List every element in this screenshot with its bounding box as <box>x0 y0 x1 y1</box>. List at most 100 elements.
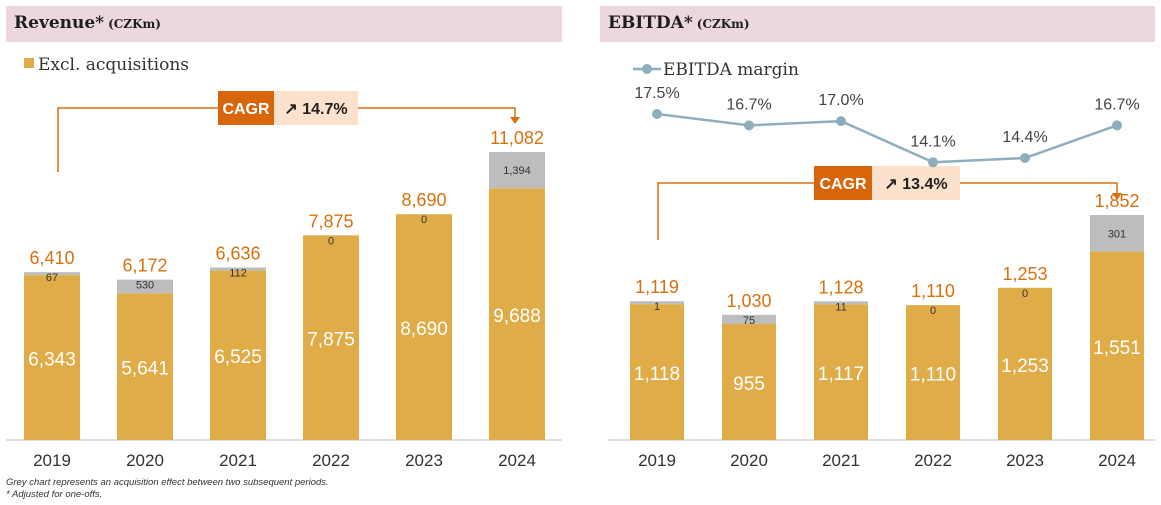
ebitda-acq-label-2019: 1 <box>654 301 660 313</box>
revenue-total-label-2023: 8,690 <box>401 190 446 210</box>
revenue-bar-acq-2021 <box>210 267 266 271</box>
ebitda-cagr-value: ↗ 13.4% <box>884 176 947 193</box>
ebitda-cagr-value-box <box>872 166 960 200</box>
revenue-acq-label-2020: 530 <box>136 280 154 292</box>
ebitda-unit: (CZKm) <box>696 17 750 31</box>
revenue-cagr-value-box <box>274 91 358 125</box>
revenue-acq-label-2023: 0 <box>421 214 427 226</box>
revenue-bar-acq-2020 <box>117 279 173 294</box>
ebitda-bar-base-2022 <box>906 305 960 440</box>
revenue-total-label-2021: 6,636 <box>215 243 260 263</box>
ebitda-bar-base-2021 <box>814 304 868 440</box>
revenue-total-label-2024: 11,082 <box>490 128 544 148</box>
ebitda-xtick-2019: 2019 <box>638 451 676 470</box>
revenue-acq-label-2019: 67 <box>46 272 58 284</box>
revenue-title: Revenue* (CZKm) <box>14 13 161 33</box>
revenue-base-label-2024: 9,688 <box>493 306 541 327</box>
revenue-xtick-2020: 2020 <box>126 451 164 470</box>
ebitda-legend-label: EBITDA margin <box>663 60 799 80</box>
ebitda-bar-acq-2019 <box>630 301 684 305</box>
ebitda-total-label-2024: 1,852 <box>1094 191 1139 211</box>
revenue-legend-swatch <box>24 58 34 68</box>
ebitda-margin-point-2021 <box>836 116 846 127</box>
ebitda-base-label-2021: 1,117 <box>818 364 864 385</box>
revenue-bar-base-2021 <box>210 270 266 440</box>
revenue-bar-base-2022 <box>303 235 359 440</box>
ebitda-title: EBITDA* (CZKm) <box>608 13 750 33</box>
ebitda-bar-base-2019 <box>630 304 684 440</box>
revenue-total-label-2019: 6,410 <box>29 248 74 268</box>
ebitda-xtick-2021: 2021 <box>822 451 860 470</box>
ebitda-margin-label-2022: 14.1% <box>910 133 955 150</box>
ebitda-margin-label-2021: 17.0% <box>818 92 863 109</box>
revenue-acq-label-2021: 112 <box>229 267 247 279</box>
revenue-header: Revenue* (CZKm) <box>6 6 562 42</box>
revenue-total-label-2020: 6,172 <box>122 256 167 276</box>
ebitda-total-label-2021: 1,128 <box>818 277 863 297</box>
ebitda-base-label-2023: 1,253 <box>1001 356 1049 377</box>
revenue-cagr-arrowhead <box>510 117 520 124</box>
revenue-base-label-2022: 7,875 <box>307 330 355 351</box>
ebitda-bar-acq-2020 <box>722 314 776 324</box>
revenue-xtick-2024: 2024 <box>498 451 536 470</box>
ebitda-margin-label-2024: 16.7% <box>1094 96 1139 113</box>
ebitda-base-label-2024: 1,551 <box>1093 338 1141 359</box>
ebitda-bar-acq-2021 <box>814 301 868 305</box>
ebitda-total-label-2020: 1,030 <box>726 291 771 311</box>
ebitda-cagr-arrowhead <box>1112 193 1122 200</box>
revenue-bar-acq-2024 <box>489 152 545 189</box>
ebitda-legend-marker <box>642 64 652 74</box>
revenue-xtick-2021: 2021 <box>219 451 257 470</box>
ebitda-cagr-label-box <box>814 166 872 200</box>
ebitda-margin-point-2019 <box>652 109 662 119</box>
revenue-cagr-label-box <box>218 91 274 125</box>
ebitda-margin-point-2022 <box>928 157 938 168</box>
revenue-bar-base-2020 <box>117 293 173 440</box>
revenue-xtick-2019: 2019 <box>33 451 71 470</box>
revenue-cagr-label: CAGR <box>222 101 270 118</box>
revenue-base-label-2020: 5,641 <box>121 359 169 380</box>
ebitda-bar-acq-2024 <box>1090 215 1144 252</box>
ebitda-bar-base-2023 <box>998 287 1052 440</box>
ebitda-acq-label-2023: 0 <box>1022 288 1028 300</box>
ebitda-acq-label-2020: 75 <box>743 315 755 327</box>
ebitda-xtick-2022: 2022 <box>914 451 952 470</box>
footnote-one-offs: * Adjusted for one-offs. <box>6 489 103 500</box>
ebitda-bar-base-2020 <box>722 323 776 440</box>
ebitda-margin-point-2024 <box>1112 120 1122 131</box>
revenue-base-label-2021: 6,525 <box>214 347 262 368</box>
ebitda-margin-label-2020: 16.7% <box>726 96 771 113</box>
footnote-acquisition: Grey chart represents an acquisition eff… <box>6 477 329 488</box>
ebitda-margin-point-2023 <box>1020 153 1030 164</box>
ebitda-total-label-2022: 1,110 <box>911 281 955 301</box>
revenue-unit: (CZKm) <box>108 17 161 31</box>
ebitda-total-label-2019: 1,119 <box>635 277 679 297</box>
ebitda-xtick-2024: 2024 <box>1098 451 1136 470</box>
ebitda-acq-label-2024: 301 <box>1108 228 1126 240</box>
revenue-base-label-2023: 8,690 <box>400 319 448 340</box>
revenue-cagr-value: ↗ 14.7% <box>284 101 347 118</box>
revenue-bar-base-2024 <box>489 188 545 440</box>
ebitda-header: EBITDA* (CZKm) <box>600 6 1155 42</box>
ebitda-base-label-2022: 1,110 <box>910 365 956 386</box>
revenue-acq-label-2022: 0 <box>328 235 334 247</box>
ebitda-acq-label-2022: 0 <box>930 305 936 317</box>
revenue-total-label-2022: 7,875 <box>308 211 353 231</box>
revenue-xtick-2022: 2022 <box>312 451 350 470</box>
ebitda-margin-label-2019: 17.5% <box>634 85 679 102</box>
ebitda-margin-point-2020 <box>744 120 754 131</box>
revenue-legend-label: Excl. acquisitions <box>38 55 189 75</box>
ebitda-base-label-2020: 955 <box>733 374 765 395</box>
ebitda-base-label-2019: 1,118 <box>634 364 680 385</box>
ebitda-margin-label-2023: 14.4% <box>1002 129 1047 146</box>
revenue-base-label-2019: 6,343 <box>28 350 76 371</box>
ebitda-margin-line <box>656 112 1118 164</box>
ebitda-acq-label-2021: 11 <box>835 301 846 313</box>
revenue-bar-base-2019 <box>24 275 80 440</box>
revenue-bar-base-2023 <box>396 214 452 440</box>
ebitda-total-label-2023: 1,253 <box>1002 264 1047 284</box>
revenue-acq-label-2024: 1,394 <box>503 165 531 177</box>
revenue-bar-acq-2019 <box>24 272 80 276</box>
ebitda-bar-base-2024 <box>1090 251 1144 440</box>
